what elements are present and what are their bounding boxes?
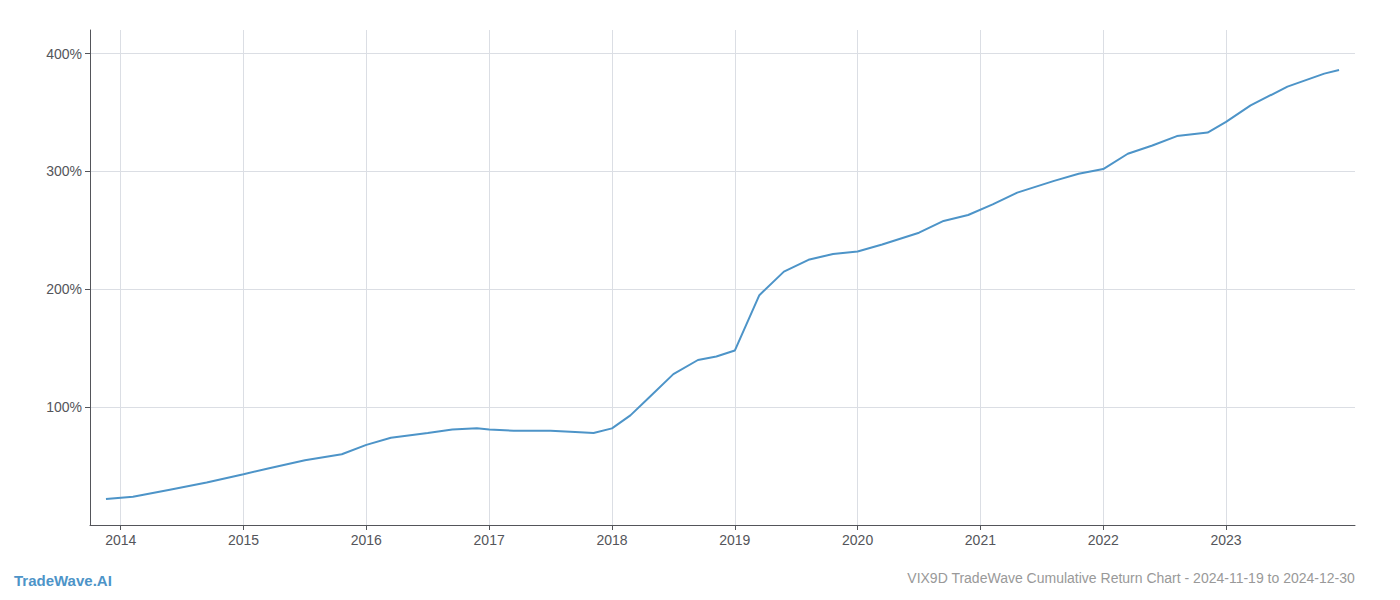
svg-text:2020: 2020 — [842, 532, 873, 548]
svg-text:2014: 2014 — [105, 532, 136, 548]
svg-text:100%: 100% — [46, 399, 82, 415]
svg-text:TradeWave.AI: TradeWave.AI — [14, 572, 112, 589]
svg-text:VIX9D TradeWave Cumulative Ret: VIX9D TradeWave Cumulative Return Chart … — [907, 570, 1355, 586]
svg-text:200%: 200% — [46, 281, 82, 297]
svg-text:400%: 400% — [46, 46, 82, 62]
svg-text:2022: 2022 — [1088, 532, 1119, 548]
svg-text:2016: 2016 — [351, 532, 382, 548]
svg-text:2019: 2019 — [719, 532, 750, 548]
svg-text:2017: 2017 — [474, 532, 505, 548]
svg-text:2018: 2018 — [596, 532, 627, 548]
svg-text:2015: 2015 — [228, 532, 259, 548]
svg-text:2021: 2021 — [965, 532, 996, 548]
svg-text:2023: 2023 — [1210, 532, 1241, 548]
svg-text:300%: 300% — [46, 163, 82, 179]
